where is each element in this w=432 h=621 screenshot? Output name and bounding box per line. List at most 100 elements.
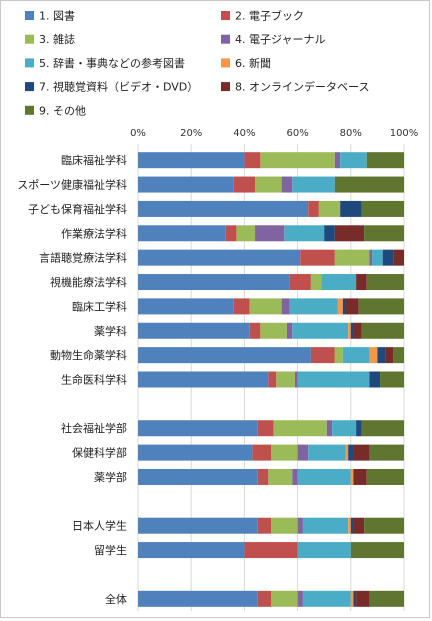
legend-swatch-9: [25, 105, 34, 115]
bar-segment-row16-series3: [271, 517, 298, 534]
bar-segment-row17-series1: [138, 542, 245, 559]
bar-segment-row19-series7: [353, 590, 357, 607]
bar-segment-row1-series5: [340, 152, 367, 169]
category-label-3: 子ども保育福祉学科: [28, 202, 127, 216]
category-label-12: 社会福祉学部: [61, 421, 127, 435]
bar-segment-row2-series5: [292, 176, 335, 193]
bar-segment-row8-series8: [353, 322, 362, 339]
category-label-17: 留学生: [94, 543, 127, 557]
bar-segment-row5-series4: [369, 249, 373, 266]
bar-segment-row19-series3: [271, 590, 298, 607]
bar-segment-row4-series7: [324, 225, 335, 242]
bar-segment-row2-series9: [334, 176, 404, 193]
bar-segment-row7-series4: [281, 298, 290, 315]
bar-segment-row2-series4: [281, 176, 293, 193]
bar-segment-row12-series7: [356, 420, 362, 437]
legend-label-4: 4. 電子ジャーナル: [235, 33, 325, 46]
legend-swatch-3: [25, 34, 34, 44]
category-label-16: 日本人学生: [72, 519, 127, 533]
legend-swatch-8: [221, 82, 230, 92]
bar-segment-row1-series3: [260, 152, 335, 169]
bar-segment-row10-series7: [369, 371, 381, 388]
bar-segment-row9-series3: [334, 347, 343, 364]
bar-segment-row7-series2: [233, 298, 250, 315]
bar-segment-row7-series6: [337, 298, 343, 315]
legend-swatch-1: [25, 11, 34, 20]
legend-label-9: 9. その他: [39, 104, 86, 117]
bar-segment-row8-series7: [350, 322, 354, 339]
bar-segment-row8-series6: [348, 322, 351, 339]
legend-swatch-5: [25, 58, 34, 68]
x-tick-label-0: 0%: [130, 128, 146, 139]
legend-swatch-4: [221, 34, 230, 44]
bar-segment-row16-series6: [348, 517, 351, 534]
bar-segment-row10-series3: [276, 371, 295, 388]
bar-segment-row16-series5: [302, 517, 349, 534]
bar-segment-row19-series6: [350, 590, 354, 607]
bar-segment-row13-series9: [369, 444, 404, 461]
bar-segment-row9-series2: [310, 347, 335, 364]
bar-segment-row2-series1: [138, 176, 234, 193]
legend-label-2: 2. 電子ブック: [235, 9, 304, 23]
legend-label-7: 7. 視聴覚資料（ビデオ・DVD）: [39, 80, 198, 94]
bar-segment-row3-series3: [318, 200, 341, 217]
bar-segment-row16-series4: [297, 517, 303, 534]
legend-label-8: 8. オンラインデータベース: [235, 80, 369, 94]
bar-segment-row3-series7: [340, 200, 362, 217]
bar-segment-row6-series1: [138, 274, 290, 291]
bar-segment-row10-series5: [297, 371, 370, 388]
bar-segment-row5-series5: [372, 249, 383, 266]
bar-segment-row16-series1: [138, 517, 258, 534]
category-label-10: 生命医科学科: [61, 373, 127, 387]
bar-segment-row10-series9: [380, 371, 404, 388]
bar-segment-row12-series5: [332, 420, 357, 437]
bar-segment-row5-series3: [334, 249, 370, 266]
legend-swatch-2: [221, 11, 230, 20]
bar-segment-row13-series5: [308, 444, 346, 461]
category-label-6: 視機能療法学科: [50, 275, 127, 289]
bar-segment-row4-series1: [138, 225, 226, 242]
bar-segment-row13-series4: [297, 444, 309, 461]
bar-segment-row13-series8: [353, 444, 370, 461]
bar-segment-row3-series9: [361, 200, 404, 217]
bar-segment-row6-series3: [310, 274, 322, 291]
bar-segment-row7-series1: [138, 298, 234, 315]
bar-segment-row4-series9: [364, 225, 404, 242]
bar-segment-row8-series4: [286, 322, 293, 339]
bar-segment-row8-series1: [138, 322, 250, 339]
x-tick-label-3: 60%: [286, 128, 308, 139]
x-tick-label-1: 20%: [180, 128, 202, 139]
bar-segment-row8-series3: [260, 322, 287, 339]
bar-segment-row14-series5: [297, 468, 351, 485]
bar-segment-row9-series1: [138, 347, 311, 364]
category-label-19: 全体: [105, 592, 127, 606]
bar-segment-row12-series4: [326, 420, 333, 437]
bar-segment-row5-series8: [393, 249, 404, 266]
bar-segment-row13-series3: [271, 444, 298, 461]
bar-segment-row1-series2: [244, 152, 261, 169]
bar-segment-row12-series9: [361, 420, 404, 437]
bar-segment-row10-series2: [268, 371, 277, 388]
bar-segment-row1-series1: [138, 152, 245, 169]
bar-segment-row9-series7: [377, 347, 386, 364]
bar-segment-row17-series2: [244, 542, 298, 559]
bar-segment-row10-series1: [138, 371, 269, 388]
bar-segment-row12-series2: [257, 420, 274, 437]
bar-segment-row10-series4: [294, 371, 298, 388]
bar-segment-row1-series4: [334, 152, 341, 169]
bar-segment-row6-series8: [356, 274, 367, 291]
bar-segment-row16-series2: [257, 517, 271, 534]
bar-segment-row5-series1: [138, 249, 301, 266]
bar-segment-row19-series8: [356, 590, 370, 607]
category-label-7: 臨床工学科: [72, 299, 127, 313]
bar-segment-row4-series8: [334, 225, 365, 242]
bar-segment-row14-series6: [350, 468, 354, 485]
bar-segment-row13-series1: [138, 444, 253, 461]
bar-segment-row16-series7: [350, 517, 354, 534]
category-label-2: スポーツ健康福祉学科: [17, 178, 127, 192]
bar-segment-row2-series3: [255, 176, 282, 193]
category-label-4: 作業療法学科: [61, 226, 127, 240]
bar-segment-row13-series7: [348, 444, 354, 461]
